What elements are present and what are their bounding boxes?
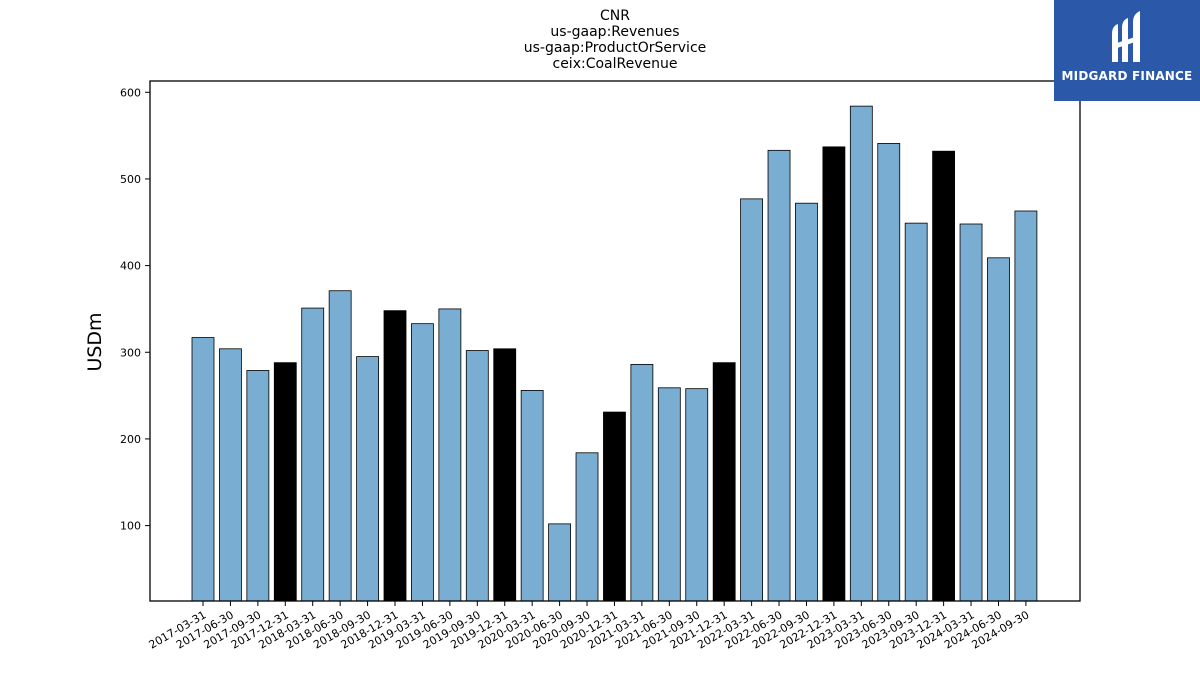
bar-year-end — [712, 362, 736, 602]
bar-year-end — [603, 411, 626, 602]
y-axis: 100 200 300 400 500 600 — [120, 86, 150, 533]
bar — [877, 142, 901, 602]
y-axis-label: USDm — [84, 312, 106, 371]
bars-group — [191, 105, 1038, 602]
bar — [548, 523, 571, 602]
bar-year-end — [822, 146, 846, 602]
bar — [959, 223, 983, 602]
bar-year-end — [273, 362, 297, 602]
bar — [328, 290, 352, 602]
y-tick-label: 100 — [120, 520, 141, 533]
bar — [685, 388, 709, 602]
bar — [849, 105, 873, 602]
logo-text: MIDGARD FINANCE — [1061, 69, 1193, 83]
bar — [1014, 210, 1038, 602]
y-tick-label: 500 — [120, 173, 141, 186]
bar — [740, 198, 763, 602]
midgard-finance-logo: MIDGARD FINANCE — [1054, 0, 1200, 101]
bar — [657, 387, 681, 602]
bar — [465, 350, 489, 602]
bar — [438, 308, 462, 602]
title-line: us-gaap:ProductOrService — [524, 40, 707, 56]
bar — [411, 323, 434, 602]
bar — [767, 149, 791, 602]
bar — [301, 307, 325, 602]
bar — [219, 348, 242, 602]
plot-frame — [149, 80, 1081, 602]
bar — [987, 257, 1010, 602]
y-tick-label: 300 — [120, 346, 141, 359]
title-line: us-gaap:Revenues — [550, 24, 679, 40]
chart-title: CNRus-gaap:Revenuesus-gaap:ProductOrServ… — [524, 8, 707, 72]
y-tick-label: 600 — [120, 86, 141, 99]
bar-year-end — [493, 348, 517, 602]
bar — [356, 356, 379, 602]
bar — [630, 363, 654, 602]
bar-year-end — [932, 150, 956, 602]
title-line: CNR — [600, 8, 630, 24]
title-line: ceix:CoalRevenue — [553, 56, 678, 72]
bar — [575, 452, 599, 602]
bar — [795, 202, 818, 602]
logo-mark-icon — [1112, 11, 1140, 62]
bar — [246, 370, 270, 602]
bar-year-end — [383, 310, 407, 602]
y-tick-label: 400 — [120, 260, 141, 273]
x-axis: 2017-03-312017-06-302017-09-302017-12-31… — [147, 601, 1031, 652]
y-tick-label: 200 — [120, 433, 141, 446]
bar — [191, 337, 215, 602]
bar — [520, 389, 544, 602]
bar — [904, 222, 928, 602]
